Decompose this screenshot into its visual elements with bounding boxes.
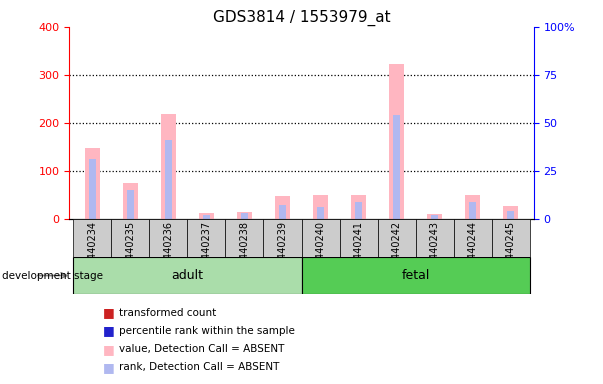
Bar [89, 159, 96, 219]
Text: ■: ■ [103, 343, 114, 356]
Text: GSM440243: GSM440243 [430, 221, 440, 280]
Bar [389, 64, 404, 219]
Text: GDS3814 / 1553979_at: GDS3814 / 1553979_at [213, 10, 390, 26]
Text: GSM440234: GSM440234 [87, 221, 97, 280]
Bar [377, 219, 415, 257]
Bar [431, 215, 438, 219]
Bar [127, 190, 134, 219]
Bar [275, 196, 290, 219]
Bar [453, 219, 492, 257]
Bar [317, 207, 324, 219]
Text: value, Detection Call = ABSENT: value, Detection Call = ABSENT [119, 344, 285, 354]
Bar [226, 219, 264, 257]
Bar [355, 202, 362, 219]
Bar [302, 219, 339, 257]
Bar [427, 214, 443, 219]
Bar [150, 219, 188, 257]
Bar [339, 219, 377, 257]
Text: GSM440237: GSM440237 [201, 221, 212, 280]
Bar [351, 195, 366, 219]
Bar [465, 195, 481, 219]
Bar [264, 219, 302, 257]
Bar [302, 257, 530, 294]
Bar [504, 206, 519, 219]
Bar [165, 140, 172, 219]
Bar [111, 219, 150, 257]
Bar [73, 257, 302, 294]
Text: GSM440240: GSM440240 [315, 221, 326, 280]
Bar [415, 219, 453, 257]
Bar [160, 114, 176, 219]
Text: GSM440242: GSM440242 [391, 221, 402, 280]
Text: ■: ■ [103, 324, 114, 338]
Bar [469, 202, 476, 219]
Text: transformed count: transformed count [119, 308, 216, 318]
Text: ■: ■ [103, 361, 114, 374]
Bar [492, 219, 530, 257]
Bar [393, 115, 400, 219]
Text: GSM440238: GSM440238 [239, 221, 250, 280]
Text: fetal: fetal [402, 269, 430, 282]
Text: rank, Detection Call = ABSENT: rank, Detection Call = ABSENT [119, 362, 280, 372]
Bar [84, 148, 99, 219]
Bar [313, 195, 328, 219]
Bar [122, 183, 138, 219]
Bar [279, 205, 286, 219]
Text: GSM440239: GSM440239 [277, 221, 288, 280]
Text: GSM440245: GSM440245 [506, 221, 516, 280]
Text: development stage: development stage [2, 270, 103, 281]
Bar [203, 215, 210, 219]
Text: GSM440235: GSM440235 [125, 221, 135, 280]
Bar [199, 213, 214, 219]
Bar [507, 211, 514, 219]
Text: GSM440241: GSM440241 [353, 221, 364, 280]
Bar [237, 212, 252, 219]
Text: adult: adult [171, 269, 203, 282]
Bar [73, 219, 111, 257]
Bar [241, 213, 248, 219]
Text: GSM440244: GSM440244 [468, 221, 478, 280]
Text: GSM440236: GSM440236 [163, 221, 173, 280]
Bar [188, 219, 226, 257]
Text: percentile rank within the sample: percentile rank within the sample [119, 326, 295, 336]
Text: ■: ■ [103, 306, 114, 319]
